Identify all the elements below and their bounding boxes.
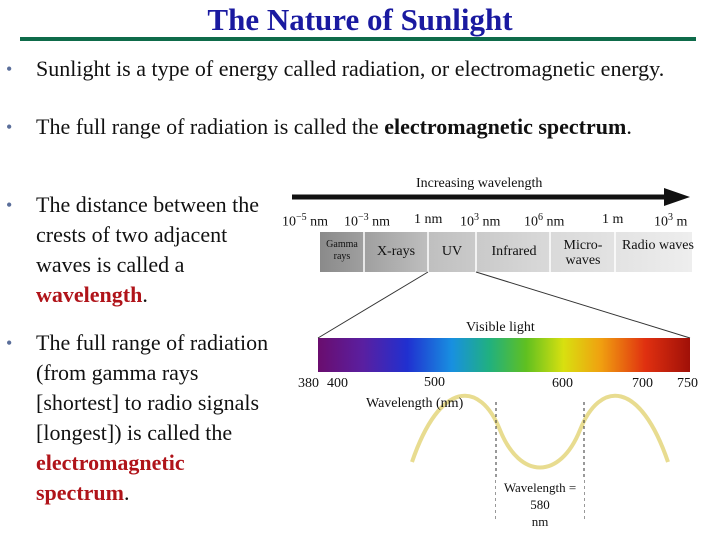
term-wavelength: wavelength [36,282,143,307]
band-x-rays: X-rays [376,244,416,259]
bullet-3-text: The distance between the crests of two a… [36,192,259,307]
scale-tick-1: 10−5 nm [282,212,329,230]
visible-spectrum-bar [318,338,690,372]
bullet-2-text: The full range of radiation is called th… [36,114,632,139]
bullet-1: • Sunlight is a type of energy called ra… [6,56,706,110]
visible-tick-600: 600 [552,376,573,391]
bullet-1-text: Sunlight is a type of energy called radi… [36,56,665,81]
band-microwaves: Micro-waves [563,238,603,268]
visible-light-label: Visible light [466,320,535,335]
slide-title: The Nature of Sunlight [207,2,513,37]
scale-tick-2: 10−3 nm [344,212,391,230]
band-uv: UV [441,244,463,259]
bullet-dot: • [6,333,13,353]
visible-tick-750: 750 [677,376,698,391]
bullet-dot: • [6,59,13,79]
title-underline [20,37,696,41]
visible-tick-400: 400 [327,376,348,391]
bullet-4: • The full range of radiation (from gamm… [6,328,276,538]
scale-tick-7: 103 m [654,212,688,230]
visible-axis-label: Wavelength (nm) [366,396,464,411]
visible-tick-700: 700 [632,376,653,391]
bullet-dot: • [6,117,13,137]
bullet-dot: • [6,195,13,215]
term-electromagnetic-spectrum-2: electromagnetic spectrum [36,450,185,505]
visible-tick-500: 500 [424,375,445,390]
band-infrared: Infrared [491,244,537,259]
scale-tick-6: 1 m [602,212,624,227]
zoom-line-right [475,271,691,339]
em-band-strip [320,232,692,272]
scale-tick-5: 106 nm [524,212,565,230]
bullet-4-text: The full range of radiation (from gamma … [36,330,269,505]
scale-tick-4: 103 nm [460,212,501,230]
bullet-3: • The distance between the crests of two… [6,190,276,310]
wave-curve [410,393,670,470]
zoom-line-left [317,271,429,339]
visible-tick-380: 380 [298,376,319,391]
scale-tick-3: 1 nm [414,212,443,227]
band-radio-waves: Radio waves [622,238,694,253]
bullet-2: • The full range of radiation is called … [6,114,720,142]
band-gamma-rays: Gamma rays [326,239,358,262]
arrow-label: Increasing wavelength [416,176,543,191]
arrow-head [664,188,690,206]
term-electromagnetic-spectrum: electromagnetic spectrum [384,114,627,139]
wave-wavelength-label: Wavelength = 580 nm [496,479,584,530]
